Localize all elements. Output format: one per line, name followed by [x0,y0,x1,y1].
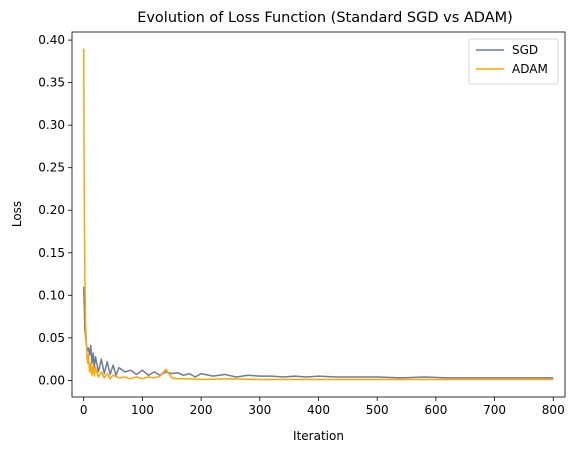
x-axis-ticks: 0 100 200 300 400 500 600 700 800 [80,397,565,417]
y-tick-label: 0.20 [38,203,65,217]
x-tick-label: 0 [80,403,88,417]
chart-title: Evolution of Loss Function (Standard SGD… [137,10,513,26]
x-tick-label: 200 [190,403,213,417]
plot-frame [71,31,566,398]
x-axis-label: Iteration [293,429,344,443]
y-tick-label: 0.25 [38,161,65,175]
y-tick-label: 0.40 [38,33,65,47]
y-tick-label: 0.00 [38,373,65,387]
y-axis-ticks: 0.00 0.05 0.10 0.15 0.20 0.25 0.30 0.35 0.40 [38,33,72,387]
y-tick-label: 0.35 [38,76,65,90]
y-tick-label: 0.15 [38,246,65,260]
series-line-adam [82,48,554,381]
x-tick-label: 700 [483,403,506,417]
y-tick-label: 0.10 [38,288,65,302]
x-tick-label: 400 [307,403,330,417]
x-tick-label: 800 [542,403,565,417]
x-tick-label: 500 [366,403,389,417]
y-tick-label: 0.30 [38,118,65,132]
y-tick-label: 0.05 [38,331,65,345]
series-layer [82,48,554,381]
x-tick-label: 300 [248,403,271,417]
legend-label-sgd: SGD [512,43,538,57]
legend: SGD ADAM [468,38,559,85]
x-tick-label: 600 [424,403,447,417]
y-axis-label: Loss [10,201,24,227]
x-tick-label: 100 [131,403,154,417]
legend-label-adam: ADAM [512,62,548,76]
